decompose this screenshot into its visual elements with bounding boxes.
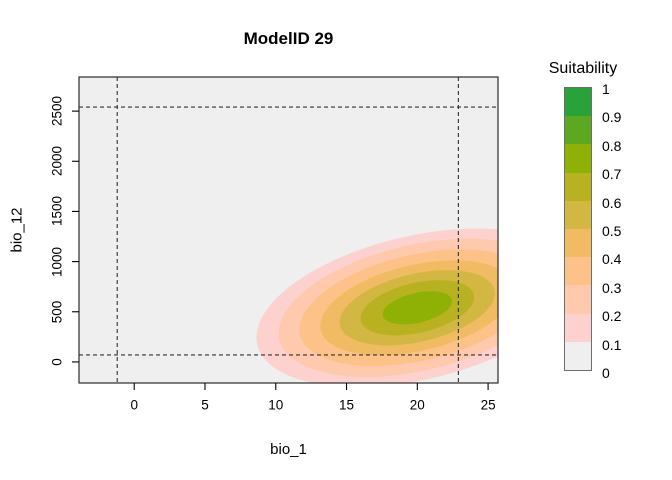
legend-swatch [565,341,591,371]
x-tick-label: 25 [480,397,496,413]
y-tick-label: 2000 [49,146,65,177]
x-tick-label: 20 [409,397,425,413]
y-tick-label: 2500 [49,96,65,127]
legend-tick-label: 0.8 [602,137,622,154]
legend-title: Suitability [548,60,618,77]
legend-tick-label: 0.3 [602,279,622,296]
legend-tick-label: 0.6 [602,194,622,211]
legend-swatch [565,172,591,201]
legend-tick-label: 0.2 [602,308,622,325]
legend-tick-label: 0.7 [602,166,622,183]
legend-swatch [565,200,591,230]
chart-title: ModelID 29 [243,29,334,48]
legend-tick-label: 0 [602,365,610,381]
legend-swatch [565,116,591,145]
x-axis-label: bio_1 [270,441,307,458]
y-tick-label: 500 [49,300,65,324]
legend-colorbar [564,87,592,371]
plot-border [78,76,499,384]
x-tick-label: 15 [339,397,355,413]
legend-tick-label: 0.1 [602,336,622,353]
y-tick-label: 0 [49,358,65,366]
legend-swatch [565,257,591,286]
legend-tick-label: 0.5 [602,223,622,239]
legend-tick-label: 1 [602,81,610,97]
x-tick-label: 0 [130,397,138,413]
legend-tick-label: 0.4 [602,251,622,268]
y-axis-label: bio_12 [8,207,26,253]
legend-swatch [565,285,591,314]
x-tick-label: 5 [201,397,209,413]
y-tick-label: 1500 [49,196,65,227]
legend-tick-label: 0.9 [602,109,622,126]
x-tick-label: 10 [268,397,284,413]
legend-swatch [565,144,591,173]
legend-swatch [565,313,591,342]
y-tick-label: 1000 [49,246,65,277]
legend-swatch [565,88,591,117]
contour-band-0.7 [382,291,452,325]
legend-swatch [565,229,591,258]
